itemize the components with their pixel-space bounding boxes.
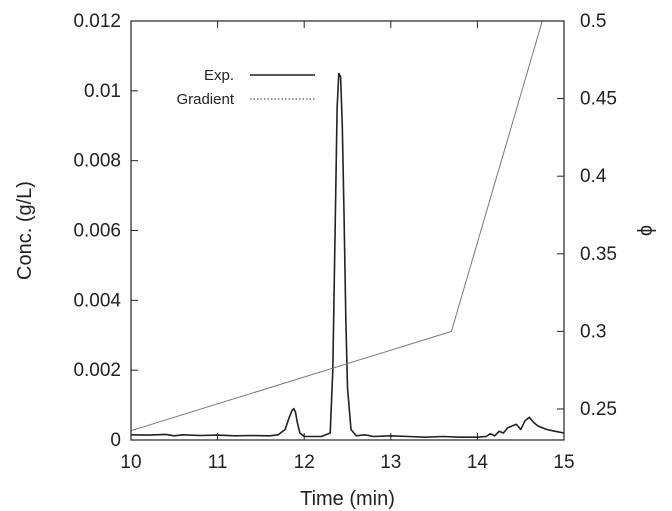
- y2-tick-label: 0.25: [580, 399, 617, 420]
- data-curves: [130, 20, 565, 439]
- y-axis-left: 0 0.002 0.004 0.006 0.008 0.01 0.012: [73, 11, 138, 451]
- y-tick-label: 0.008: [73, 151, 121, 172]
- legend-label-gradient: Gradient: [176, 91, 234, 108]
- y2-tick-label: 0.45: [580, 89, 617, 110]
- y-tick-label: 0.004: [73, 290, 121, 311]
- y-tick-label: 0.002: [73, 360, 121, 381]
- y-axis-left-title: Conc. (g/L): [14, 181, 36, 280]
- x-tick-label: 14: [467, 452, 489, 473]
- y2-tick-label: 0.3: [580, 321, 606, 342]
- series-line-gradient: [130, 20, 543, 432]
- legend-label-exp: Exp.: [204, 67, 234, 84]
- x-tick-label: 13: [380, 452, 401, 473]
- legend: Exp. Gradient: [176, 67, 315, 108]
- x-tick-label: 10: [120, 452, 141, 473]
- x-tick-label: 12: [294, 452, 315, 473]
- x-axis: 10 11 12 13 14 15: [120, 21, 575, 473]
- y2-tick-label: 0.35: [580, 244, 617, 265]
- y-axis-right: 0.25 0.3 0.35 0.4 0.45 0.5: [557, 11, 617, 420]
- y2-tick-label: 0.4: [580, 166, 607, 187]
- y-tick-label: 0.012: [73, 11, 121, 32]
- y2-tick-label: 0.5: [580, 11, 606, 32]
- x-tick-label: 11: [208, 452, 228, 473]
- series-line-exp: [130, 72, 565, 439]
- y-tick-label: 0.006: [73, 221, 121, 242]
- y-tick-label: 0.01: [84, 81, 121, 102]
- y-axis-right-title: ϕ: [635, 225, 657, 236]
- y-tick-label: 0: [110, 430, 121, 451]
- x-axis-title: Time (min): [300, 488, 395, 510]
- x-tick-label: 15: [553, 452, 574, 473]
